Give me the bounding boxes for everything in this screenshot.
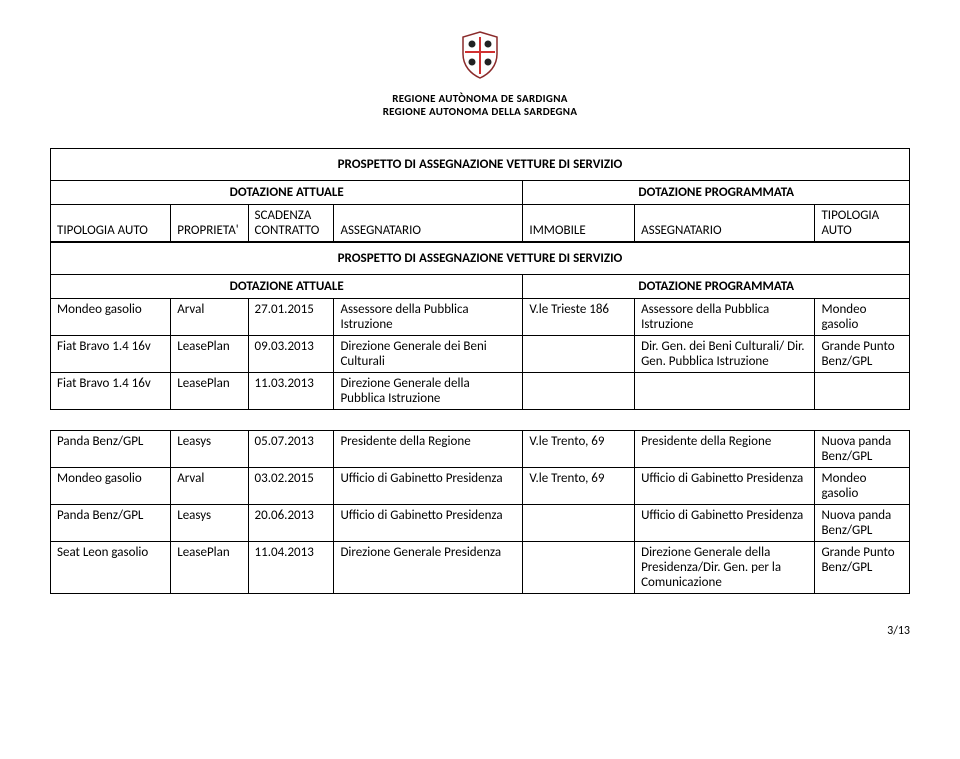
table-cell: Ufficio di Gabinetto Presidenza [334, 468, 523, 505]
table-cell: LeasePlan [171, 373, 248, 410]
table-cell: Fiat Bravo 1.4 16v [51, 373, 171, 410]
table-cell: V.le Trento, 69 [523, 431, 635, 468]
table-cell: Direzione Generale della Pubblica Istruz… [334, 373, 523, 410]
section-row: DOTAZIONE ATTUALE DOTAZIONE PROGRAMMATA [51, 275, 910, 299]
table-cell: Mondeo gasolio [51, 468, 171, 505]
table-row: Seat Leon gasolioLeasePlan11.04.2013Dire… [51, 542, 910, 594]
table-cell: Presidente della Regione [334, 431, 523, 468]
table-row: Mondeo gasolioArval27.01.2015Assessore d… [51, 299, 910, 336]
table-block-3: Panda Benz/GPLLeasys05.07.2013Presidente… [50, 430, 910, 594]
document-header: REGIONE AUTÒNOMA DE SARDIGNA REGIONE AUT… [50, 30, 910, 118]
table-cell: 20.06.2013 [248, 505, 334, 542]
section-right: DOTAZIONE PROGRAMMATA [523, 275, 910, 299]
table-block-2: PROSPETTO DI ASSEGNAZIONE VETTURE DI SER… [50, 242, 910, 410]
table-row: Panda Benz/GPLLeasys20.06.2013Ufficio di… [51, 505, 910, 542]
table-cell: Fiat Bravo 1.4 16v [51, 336, 171, 373]
table-cell: LeasePlan [171, 542, 248, 594]
table-cell [523, 336, 635, 373]
table-cell: Mondeo gasolio [815, 468, 910, 505]
table-cell [523, 373, 635, 410]
col-scadenza: SCADENZA CONTRATTO [248, 205, 334, 242]
table-cell: 09.03.2013 [248, 336, 334, 373]
section-left: DOTAZIONE ATTUALE [51, 181, 523, 205]
table-cell: Grande Punto Benz/GPL [815, 542, 910, 594]
section-left: DOTAZIONE ATTUALE [51, 275, 523, 299]
table-cell: Assessore della Pubblica Istruzione [635, 299, 815, 336]
table-cell: Direzione Generale dei Beni Culturali [334, 336, 523, 373]
table-row: Fiat Bravo 1.4 16vLeasePlan09.03.2013Dir… [51, 336, 910, 373]
table-title: PROSPETTO DI ASSEGNAZIONE VETTURE DI SER… [51, 243, 910, 275]
table-cell: Leasys [171, 505, 248, 542]
table-row: Panda Benz/GPLLeasys05.07.2013Presidente… [51, 431, 910, 468]
table-cell: Direzione Generale Presidenza [334, 542, 523, 594]
table-cell: 11.04.2013 [248, 542, 334, 594]
table-cell: V.le Trieste 186 [523, 299, 635, 336]
col-immobile: IMMOBILE [523, 205, 635, 242]
table-cell: LeasePlan [171, 336, 248, 373]
table-cell: Nuova panda Benz/GPL [815, 505, 910, 542]
crest-icon [457, 30, 503, 84]
table-row: Mondeo gasolioArval03.02.2015Ufficio di … [51, 468, 910, 505]
table-cell: Mondeo gasolio [51, 299, 171, 336]
region-line-2: REGIONE AUTONOMA DELLA SARDEGNA [50, 105, 910, 118]
title-row: PROSPETTO DI ASSEGNAZIONE VETTURE DI SER… [51, 243, 910, 275]
table-cell: Leasys [171, 431, 248, 468]
table-cell: Grande Punto Benz/GPL [815, 336, 910, 373]
table-cell: Arval [171, 468, 248, 505]
table-cell: Nuova panda Benz/GPL [815, 431, 910, 468]
col-assegnatario-l: ASSEGNATARIO [334, 205, 523, 242]
table-cell: Direzione Generale della Presidenza/Dir.… [635, 542, 815, 594]
col-assegnatario-r: ASSEGNATARIO [635, 205, 815, 242]
table-cell: Ufficio di Gabinetto Presidenza [635, 505, 815, 542]
section-right: DOTAZIONE PROGRAMMATA [523, 181, 910, 205]
page-number: 3/13 [50, 624, 910, 638]
col-tipologia-r: TIPOLOGIA AUTO [815, 205, 910, 242]
spacer [50, 410, 910, 430]
table-cell: Seat Leon gasolio [51, 542, 171, 594]
table-cell: Ufficio di Gabinetto Presidenza [334, 505, 523, 542]
table-header-block: PROSPETTO DI ASSEGNAZIONE VETTURE DI SER… [50, 148, 910, 242]
col-tipologia-l: TIPOLOGIA AUTO [51, 205, 171, 242]
section-row: DOTAZIONE ATTUALE DOTAZIONE PROGRAMMATA [51, 181, 910, 205]
table-cell: Assessore della Pubblica Istruzione [334, 299, 523, 336]
region-line-1: REGIONE AUTÒNOMA DE SARDIGNA [50, 92, 910, 105]
table-cell [523, 542, 635, 594]
table-cell [523, 505, 635, 542]
table-row: Fiat Bravo 1.4 16vLeasePlan11.03.2013Dir… [51, 373, 910, 410]
title-row: PROSPETTO DI ASSEGNAZIONE VETTURE DI SER… [51, 149, 910, 181]
table-cell: Panda Benz/GPL [51, 431, 171, 468]
table-cell: 11.03.2013 [248, 373, 334, 410]
table-cell [815, 373, 910, 410]
col-proprieta: PROPRIETA' [171, 205, 248, 242]
table-cell: Presidente della Regione [635, 431, 815, 468]
table-cell: 05.07.2013 [248, 431, 334, 468]
table-title: PROSPETTO DI ASSEGNAZIONE VETTURE DI SER… [51, 149, 910, 181]
table-cell: Arval [171, 299, 248, 336]
table-cell [635, 373, 815, 410]
table-cell: 03.02.2015 [248, 468, 334, 505]
table-cell: Ufficio di Gabinetto Presidenza [635, 468, 815, 505]
column-header-row: TIPOLOGIA AUTO PROPRIETA' SCADENZA CONTR… [51, 205, 910, 242]
table-cell: Dir. Gen. dei Beni Culturali/ Dir. Gen. … [635, 336, 815, 373]
table-cell: V.le Trento, 69 [523, 468, 635, 505]
table-cell: 27.01.2015 [248, 299, 334, 336]
table-cell: Panda Benz/GPL [51, 505, 171, 542]
table-cell: Mondeo gasolio [815, 299, 910, 336]
